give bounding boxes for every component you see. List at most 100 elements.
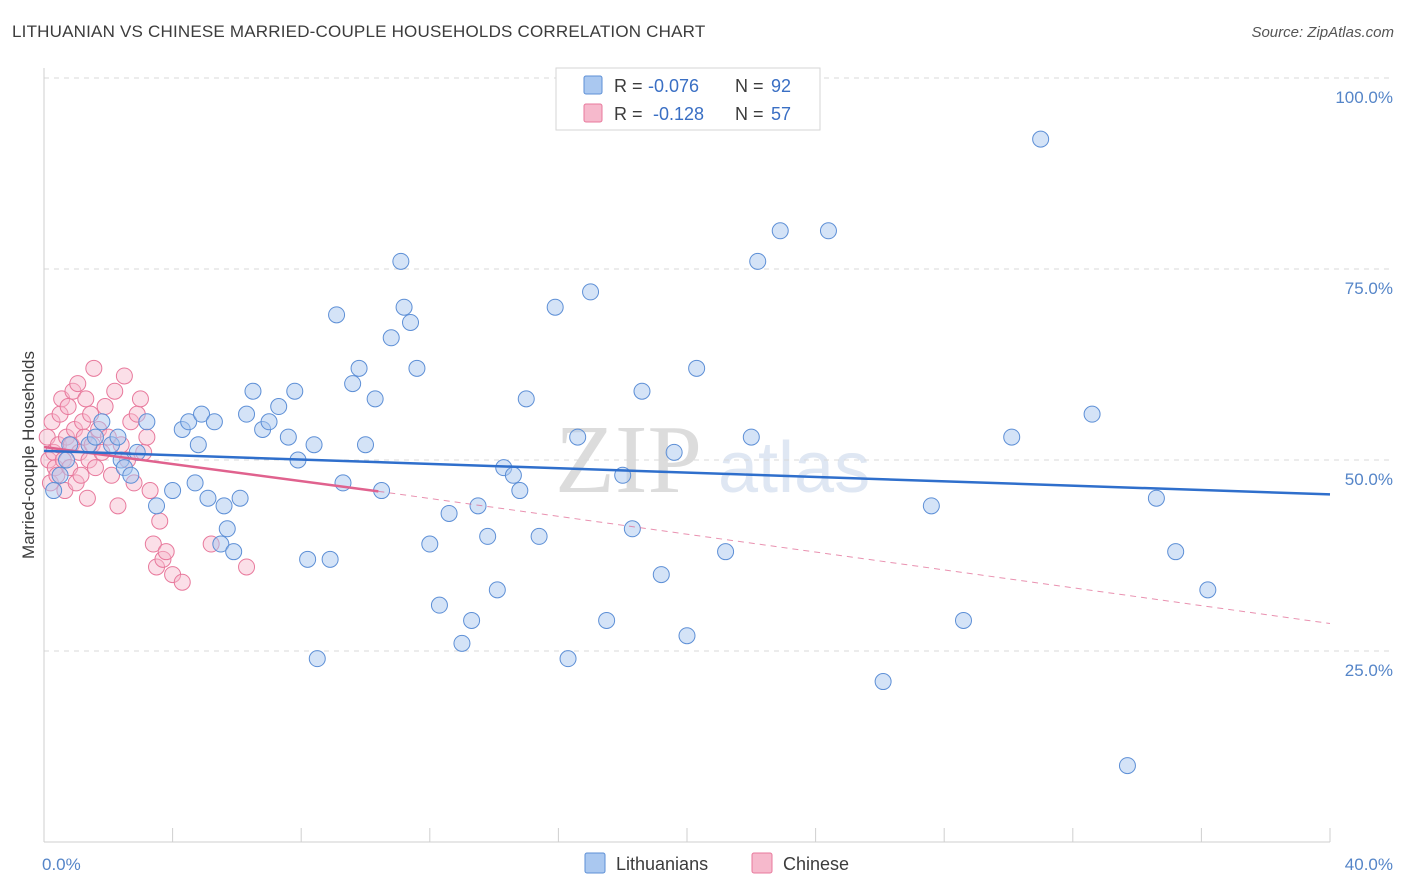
legend: R = -0.076 N = 92 R = -0.128 N = 57 (555, 67, 821, 131)
lithuanians-point (51, 466, 69, 484)
bottom-legend-swatch-lithuanians (584, 852, 606, 874)
lithuanians-point (559, 650, 577, 668)
lithuanians-point (1199, 581, 1217, 599)
x-tick-label-min: 0.0% (42, 855, 81, 874)
lithuanians-point (244, 382, 262, 400)
legend-r-value-2: -0.128 (648, 104, 704, 124)
lithuanians-point (218, 520, 236, 538)
lithuanians-point (215, 497, 233, 515)
lithuanians-point (344, 375, 362, 393)
lithuanians-point (350, 359, 368, 377)
lithuanians-point (652, 566, 670, 584)
lithuanians-point (328, 306, 346, 324)
lithuanians-point (421, 535, 439, 553)
y-tick-label: 100.0% (1335, 88, 1393, 107)
lithuanians-point (86, 428, 104, 446)
lithuanians-point (463, 611, 481, 629)
bottom-legend-swatch-chinese (751, 852, 773, 874)
chart-title: LITHUANIAN VS CHINESE MARRIED-COUPLE HOU… (12, 22, 706, 41)
y-tick-label: 25.0% (1345, 661, 1393, 680)
lithuanians-point (530, 527, 548, 545)
series-lithuanians-points (45, 130, 1217, 775)
lithuanians-point (45, 482, 63, 500)
lithuanians-point (122, 466, 140, 484)
chart-source: Source: ZipAtlas.com (1251, 24, 1394, 41)
legend-r-label-2: R = (614, 104, 643, 124)
lithuanians-point (308, 650, 326, 668)
chinese-trend-extension (378, 490, 1331, 624)
y-tick-labels: 25.0% 50.0% 75.0% 100.0% (1335, 88, 1393, 680)
trend-lines (43, 445, 1331, 624)
lithuanians-point (598, 611, 616, 629)
lithuanians-point (279, 428, 297, 446)
lithuanians-point (1118, 757, 1136, 775)
lithuanians-point (238, 405, 256, 423)
chinese-point (77, 390, 95, 408)
lithuanians-point (148, 497, 166, 515)
legend-n-label-2: N = (735, 104, 764, 124)
lithuanians-point (395, 298, 413, 316)
chinese-point (157, 543, 175, 561)
chinese-point (115, 367, 133, 385)
lithuanians-point (504, 466, 522, 484)
x-ticks (43, 828, 1331, 842)
lithuanians-point (321, 550, 339, 568)
chinese-point (103, 466, 121, 484)
legend-r-label-1: R = (614, 76, 643, 96)
lithuanians-point (623, 520, 641, 538)
lithuanians-point (164, 482, 182, 500)
chinese-point (96, 398, 114, 416)
lithuanians-point (109, 428, 127, 446)
lithuanians-point (189, 436, 207, 454)
lithuanians-point (665, 443, 683, 461)
lithuanians-point (1147, 489, 1165, 507)
lithuanians-point (205, 413, 223, 431)
chinese-point (86, 459, 104, 477)
lithuanians-point (717, 543, 735, 561)
lithuanians-point (357, 436, 374, 454)
bottom-legend-label-lithuanians: Lithuanians (616, 854, 708, 874)
lithuanians-point (366, 390, 384, 408)
lithuanians-point (569, 428, 587, 446)
x-tick-label-max: 40.0% (1345, 855, 1393, 874)
lithuanians-point (546, 298, 564, 316)
lithuanians-point (392, 252, 410, 270)
lithuanians-point (1003, 428, 1021, 446)
lithuanians-point (440, 504, 458, 522)
chinese-point (173, 573, 191, 591)
legend-n-value-1: 92 (771, 76, 791, 96)
chinese-point (78, 489, 96, 507)
lithuanians-point (922, 497, 940, 515)
lithuanians-point (286, 382, 304, 400)
lithuanians-point (58, 451, 76, 469)
lithuanians-trend-line (43, 449, 1331, 496)
lithuanians-point (488, 581, 506, 599)
lithuanians-point (511, 482, 529, 500)
lithuanians-point (582, 283, 600, 301)
lithuanians-point (199, 489, 217, 507)
lithuanians-point (186, 474, 204, 492)
lithuanians-point (93, 413, 111, 431)
chinese-point (72, 466, 90, 484)
lithuanians-point (1167, 543, 1185, 561)
chinese-point (138, 428, 156, 446)
lithuanians-point (1083, 405, 1101, 423)
chinese-point (69, 375, 87, 393)
chinese-point (144, 535, 162, 553)
lithuanians-point (749, 252, 767, 270)
series-chinese-points (38, 359, 256, 591)
chinese-point (85, 359, 103, 377)
lithuanians-point (819, 222, 837, 240)
chinese-point (131, 390, 149, 408)
lithuanians-point (299, 550, 317, 568)
lithuanians-point (305, 436, 323, 454)
lithuanians-point (225, 543, 243, 561)
lithuanians-point (742, 428, 760, 446)
lithuanians-point (469, 497, 487, 515)
lithuanians-point (138, 413, 156, 431)
lithuanians-point (1032, 130, 1050, 148)
lithuanians-point (430, 596, 448, 614)
lithuanians-point (270, 398, 288, 416)
chinese-point (141, 482, 159, 500)
